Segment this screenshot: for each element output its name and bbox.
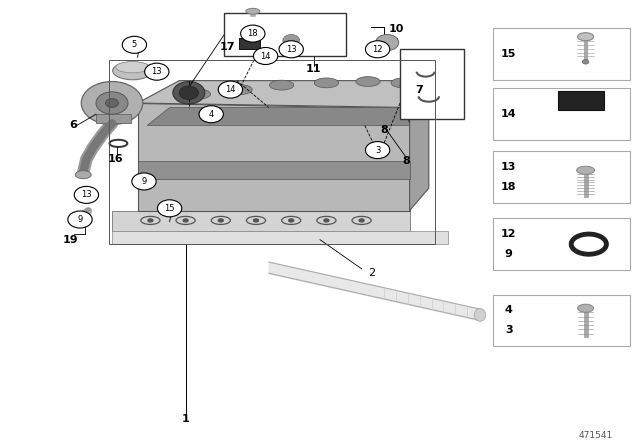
Ellipse shape <box>314 78 339 88</box>
Text: 9: 9 <box>505 249 513 259</box>
Text: 14: 14 <box>501 109 516 119</box>
Text: 6: 6 <box>70 121 77 130</box>
Circle shape <box>283 34 300 46</box>
Text: 13: 13 <box>81 190 92 199</box>
FancyBboxPatch shape <box>493 151 630 202</box>
Text: 5: 5 <box>132 40 137 49</box>
Polygon shape <box>138 81 429 108</box>
Ellipse shape <box>246 9 260 14</box>
Circle shape <box>68 211 92 228</box>
Circle shape <box>365 142 390 159</box>
Text: 18: 18 <box>248 29 258 38</box>
Ellipse shape <box>356 77 380 86</box>
Ellipse shape <box>578 33 594 41</box>
Circle shape <box>241 25 265 42</box>
FancyBboxPatch shape <box>558 91 604 110</box>
Text: 471541: 471541 <box>578 431 612 440</box>
FancyBboxPatch shape <box>239 38 260 49</box>
Circle shape <box>253 47 278 65</box>
Polygon shape <box>96 114 131 123</box>
Polygon shape <box>138 103 410 211</box>
Circle shape <box>122 36 147 53</box>
Polygon shape <box>112 211 410 231</box>
Text: 12: 12 <box>372 45 383 54</box>
Ellipse shape <box>577 166 595 174</box>
Text: 18: 18 <box>501 182 516 192</box>
Ellipse shape <box>578 304 594 312</box>
Ellipse shape <box>391 78 415 88</box>
Polygon shape <box>138 161 410 179</box>
Circle shape <box>358 218 365 223</box>
Circle shape <box>145 63 169 80</box>
Text: 3: 3 <box>375 146 380 155</box>
Text: 9: 9 <box>77 215 83 224</box>
Text: 16: 16 <box>108 154 123 164</box>
Text: 15: 15 <box>501 49 516 59</box>
FancyBboxPatch shape <box>493 218 630 270</box>
Text: 13: 13 <box>286 45 296 54</box>
Circle shape <box>365 41 390 58</box>
Text: 14: 14 <box>260 52 271 60</box>
Polygon shape <box>112 231 448 244</box>
Circle shape <box>376 34 399 51</box>
Circle shape <box>173 82 205 104</box>
Text: 17: 17 <box>220 42 235 52</box>
Polygon shape <box>147 108 410 125</box>
FancyBboxPatch shape <box>493 28 630 80</box>
Ellipse shape <box>228 85 252 95</box>
Text: 2: 2 <box>367 268 375 278</box>
Circle shape <box>147 218 154 223</box>
FancyBboxPatch shape <box>493 89 630 140</box>
Circle shape <box>81 82 143 125</box>
Circle shape <box>96 92 128 114</box>
FancyBboxPatch shape <box>224 13 346 56</box>
Text: 3: 3 <box>505 325 513 335</box>
Text: 4: 4 <box>505 306 513 315</box>
Text: 13: 13 <box>152 67 162 76</box>
Ellipse shape <box>113 62 152 80</box>
Ellipse shape <box>76 171 92 179</box>
Circle shape <box>218 218 224 223</box>
Ellipse shape <box>186 89 211 99</box>
Circle shape <box>253 218 259 223</box>
Circle shape <box>106 99 118 108</box>
Polygon shape <box>410 81 429 211</box>
Circle shape <box>182 218 189 223</box>
Text: 9: 9 <box>141 177 147 186</box>
Text: 4: 4 <box>209 110 214 119</box>
Circle shape <box>74 186 99 203</box>
Circle shape <box>132 173 156 190</box>
Circle shape <box>199 106 223 123</box>
Text: 7: 7 <box>415 85 423 95</box>
Text: 15: 15 <box>164 204 175 213</box>
Text: 10: 10 <box>389 24 404 34</box>
Text: 12: 12 <box>501 229 516 239</box>
Text: 8: 8 <box>380 125 388 135</box>
Circle shape <box>179 86 198 99</box>
Text: 19: 19 <box>63 235 78 245</box>
Ellipse shape <box>116 61 149 73</box>
Ellipse shape <box>269 80 294 90</box>
Text: 11: 11 <box>306 65 321 74</box>
FancyBboxPatch shape <box>400 49 464 119</box>
FancyBboxPatch shape <box>493 295 630 346</box>
Text: 1: 1 <box>182 414 189 424</box>
Text: 14: 14 <box>225 85 236 94</box>
Circle shape <box>279 41 303 58</box>
Text: 13: 13 <box>501 162 516 172</box>
Circle shape <box>157 200 182 217</box>
Ellipse shape <box>582 60 589 64</box>
Circle shape <box>288 218 294 223</box>
Text: 8: 8 <box>403 156 410 166</box>
Circle shape <box>323 218 330 223</box>
Circle shape <box>218 81 243 98</box>
Ellipse shape <box>474 309 486 321</box>
